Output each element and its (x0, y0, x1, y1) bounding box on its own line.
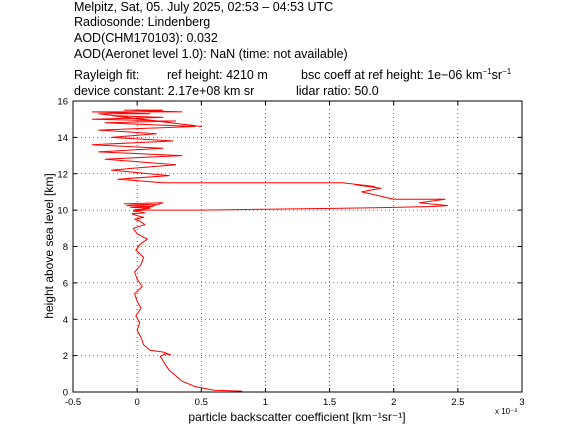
x-scale-label: x 10⁻³ (495, 407, 517, 416)
x-tick-label: 2 (391, 397, 396, 408)
title-location-time: Melpitz, Sat, 05. July 2025, 02:53 – 04:… (74, 0, 334, 14)
y-tick-label: 16 (57, 97, 68, 108)
radiosonde-label: Radiosonde: Lindenberg (74, 15, 211, 29)
x-tick-label: 3 (519, 397, 524, 408)
device-constant-label: device constant: 2.17e+08 km sr (74, 84, 255, 98)
y-axis-label: height above sea level [km] (42, 173, 56, 318)
x-tick-label: 1.5 (323, 397, 336, 408)
grid-lines (73, 101, 522, 392)
x-tick-label: 1 (263, 397, 268, 408)
aod-chm-label: AOD(CHM170103): 0.032 (74, 31, 218, 45)
x-tick-label: -0.5 (65, 397, 81, 408)
y-tick-label: 10 (57, 206, 68, 217)
lidar-ratio-label: lidar ratio: 50.0 (296, 84, 379, 98)
backscatter-profile-line (91, 109, 449, 392)
plot-area (91, 109, 449, 392)
rayleigh-fit-label: Rayleigh fit: (74, 68, 140, 82)
x-tick-label: 2.5 (451, 397, 464, 408)
bsc-coeff-label: bsc coeff at ref height: 1e−06 km−1sr−1 (301, 66, 512, 82)
x-tick-label: 0.5 (195, 397, 208, 408)
x-axis-label: particle backscatter coefficient [km⁻¹sr… (188, 410, 405, 424)
y-tick-label: 2 (63, 351, 68, 362)
x-tick-label: 0 (134, 397, 139, 408)
y-tick-label: 14 (57, 133, 68, 144)
y-tick-label: 0 (63, 388, 68, 399)
y-tick-label: 4 (63, 315, 68, 326)
y-tick-label: 6 (63, 278, 68, 289)
y-tick-label: 12 (57, 169, 68, 180)
ref-height-label: ref height: 4210 m (167, 68, 268, 82)
y-tick-label: 8 (63, 242, 68, 253)
aod-aeronet-label: AOD(Aeronet level 1.0): NaN (time: not a… (74, 47, 348, 61)
